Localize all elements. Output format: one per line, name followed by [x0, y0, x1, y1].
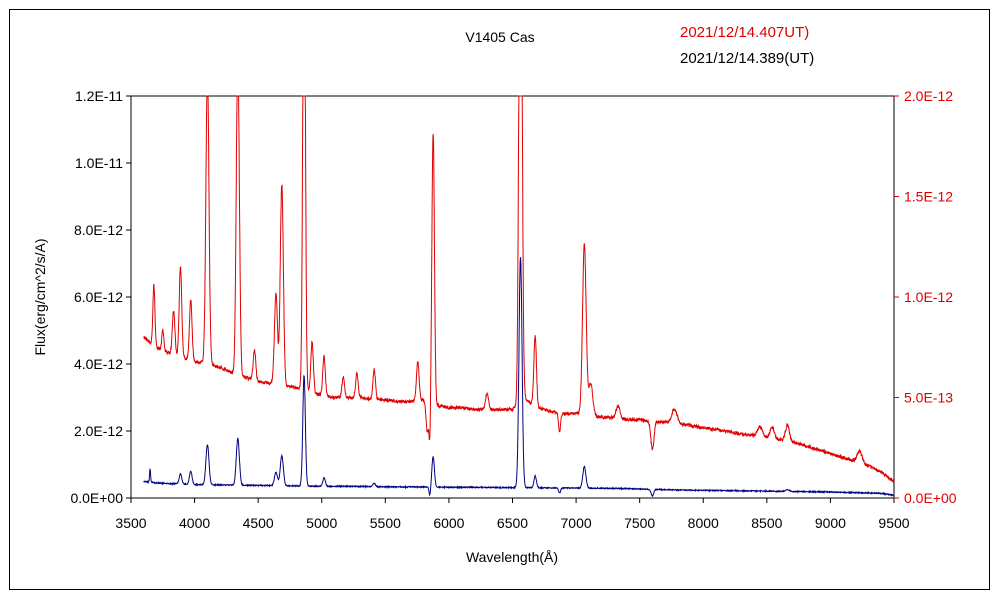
x-tick-label: 5500: [370, 515, 401, 531]
x-axis-label: Wavelength(Å): [466, 549, 558, 565]
x-tick-label: 6000: [433, 515, 464, 531]
x-tick-label: 8500: [751, 515, 782, 531]
x-tick-label: 3500: [115, 515, 146, 531]
legend-series-blue: 2021/12/14.389(UT): [680, 50, 814, 67]
axis-layer: 3500 4000 4500 5000 5500 6000 6500 7000 7500 8000…: [70, 88, 956, 531]
y-left-tick-label: 8.0E-12: [74, 222, 123, 238]
y-right-tick-label: 5.0E-13: [904, 390, 953, 406]
y-right-tick-label: 2.0E-12: [904, 88, 953, 104]
series-line-blue: [143, 257, 895, 497]
y-left-tick-label: 4.0E-12: [74, 356, 123, 372]
x-tick-label: 9000: [815, 515, 846, 531]
y-left-tick-label: 2.0E-12: [74, 423, 123, 439]
y-left-tick-label: 1.0E-11: [75, 155, 123, 171]
plot-area: [130, 95, 895, 499]
x-tick-label: 8000: [688, 515, 719, 531]
x-tick-label: 7000: [561, 515, 592, 531]
series-layer: [143, 95, 895, 497]
y-right-tick-label: 1.0E-12: [904, 289, 953, 305]
y-right-tick-label: 0.0E+00: [904, 490, 957, 506]
chart-frame: [9, 9, 990, 590]
y-right-tick-label: 1.5E-12: [904, 189, 953, 205]
legend-series-red: 2021/12/14.407UT): [680, 24, 809, 41]
x-tick-label: 4500: [243, 515, 274, 531]
x-tick-label: 4000: [179, 515, 210, 531]
x-tick-label: 6500: [497, 515, 528, 531]
x-tick-label: 9500: [878, 515, 909, 531]
chart-title: V1405 Cas: [465, 29, 534, 45]
x-tick-label: 7500: [624, 515, 655, 531]
x-tick-label: 5000: [306, 515, 337, 531]
series-line-red: [143, 95, 895, 484]
y-axis-label-left: Flux(erg/cm^2/s/A): [32, 238, 48, 355]
y-left-tick-label: 0.0E+00: [70, 490, 123, 506]
y-left-tick-label: 1.2E-11: [75, 88, 123, 104]
y-left-tick-label: 6.0E-12: [74, 289, 123, 305]
